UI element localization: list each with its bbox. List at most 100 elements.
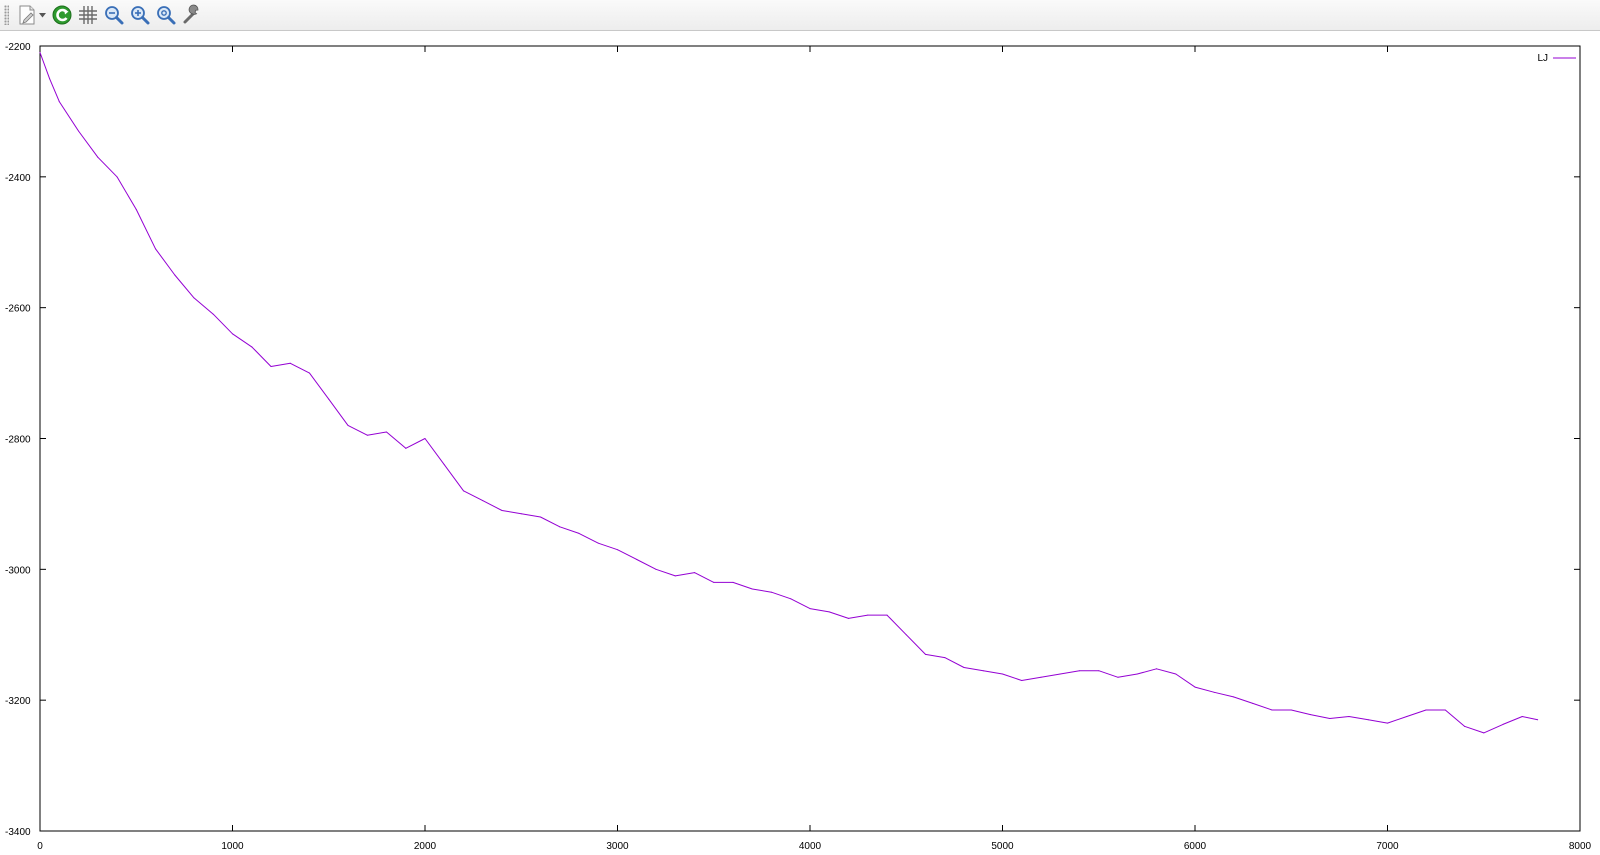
data-point <box>636 559 638 561</box>
x-tick-label: 3000 <box>606 841 629 852</box>
y-tick-label: -3400 <box>5 827 31 838</box>
data-point <box>1213 691 1215 693</box>
x-tick-label: 5000 <box>991 841 1014 852</box>
data-point <box>905 634 907 636</box>
data-point <box>1348 716 1350 718</box>
data-point <box>982 670 984 672</box>
data-point <box>1444 709 1446 711</box>
data-point <box>848 617 849 619</box>
data-point <box>463 490 464 492</box>
data-point <box>366 434 368 436</box>
series-group <box>39 52 1539 734</box>
data-point <box>482 500 484 502</box>
data-point <box>116 176 118 178</box>
data-point <box>39 52 41 54</box>
data-point <box>347 424 349 426</box>
data-point <box>1175 673 1177 675</box>
data-point <box>193 297 195 299</box>
legend-label: LJ <box>1537 53 1548 64</box>
data-point <box>289 362 291 364</box>
x-tick-label: 7000 <box>1376 841 1399 852</box>
zoom-prev-icon[interactable] <box>101 2 127 28</box>
export-icon[interactable] <box>14 2 40 28</box>
plot-area[interactable]: 0 1000 2000 3000 4000 5000 6000 7000 8000 -3400 -3… <box>0 32 1600 855</box>
data-point <box>1425 709 1427 711</box>
plot-frame <box>39 45 1581 832</box>
data-point <box>597 542 599 544</box>
data-point <box>963 666 965 668</box>
data-point <box>270 366 272 368</box>
y-tick-label: -2600 <box>5 304 31 315</box>
data-point <box>386 431 387 433</box>
data-point <box>559 526 561 528</box>
data-point <box>1117 676 1119 678</box>
data-point <box>1194 686 1196 688</box>
data-point <box>1136 673 1138 675</box>
replot-icon[interactable] <box>49 2 75 28</box>
data-point <box>1502 723 1504 725</box>
data-point <box>232 333 233 335</box>
data-point <box>1040 676 1042 678</box>
data-point <box>828 611 830 613</box>
x-tick-label: 0 <box>37 841 43 852</box>
legend: LJ <box>1537 53 1576 64</box>
data-point <box>309 372 310 374</box>
data-point <box>1233 696 1234 698</box>
data-point <box>1464 725 1465 727</box>
data-point <box>1483 732 1485 734</box>
data-point <box>1310 714 1311 716</box>
data-point <box>790 598 792 600</box>
data-point <box>1059 673 1061 675</box>
axis-ticks: 0 1000 2000 3000 4000 5000 6000 7000 8000 -3400 -3… <box>5 42 1592 852</box>
data-point <box>771 591 772 593</box>
data-point <box>1537 719 1539 721</box>
data-point <box>1098 670 1100 672</box>
x-tick-label: 6000 <box>1184 841 1207 852</box>
toolbar <box>0 0 1600 31</box>
data-point <box>1367 719 1369 721</box>
zoom-next-icon[interactable] <box>127 2 153 28</box>
data-point <box>1329 717 1331 719</box>
data-point <box>1271 709 1273 711</box>
data-point <box>49 78 51 80</box>
data-point <box>97 156 99 158</box>
data-point <box>424 438 426 439</box>
series-line <box>39 52 1538 734</box>
autoscale-icon[interactable] <box>153 2 179 28</box>
data-point <box>251 346 253 348</box>
data-point <box>1406 716 1408 718</box>
chevron-down-icon[interactable] <box>37 2 47 28</box>
data-point <box>732 581 734 583</box>
data-point <box>713 581 715 583</box>
y-tick-label: -2400 <box>5 173 31 184</box>
data-point <box>886 614 888 616</box>
data-point <box>867 614 869 616</box>
data-point <box>58 101 60 103</box>
data-point <box>1290 709 1292 711</box>
data-point <box>1521 716 1523 718</box>
data-point <box>78 130 79 132</box>
data-point <box>212 313 214 315</box>
data-point <box>751 588 753 590</box>
data-point <box>1252 702 1254 704</box>
data-point <box>1387 722 1388 724</box>
data-point <box>443 464 445 466</box>
data-point <box>1079 670 1080 672</box>
toolbar-grip <box>4 5 9 25</box>
x-tick-label: 4000 <box>799 841 822 852</box>
grid-icon[interactable] <box>75 2 101 28</box>
data-point <box>520 513 522 515</box>
data-point <box>155 248 156 250</box>
data-point <box>1021 680 1023 682</box>
data-point <box>944 657 946 659</box>
y-tick-label: -3000 <box>5 565 31 576</box>
config-icon[interactable] <box>179 2 205 28</box>
data-point <box>809 608 811 610</box>
x-tick-label: 1000 <box>221 841 244 852</box>
y-tick-label: -2800 <box>5 435 31 446</box>
data-point <box>1156 668 1157 670</box>
line-chart: 0 1000 2000 3000 4000 5000 6000 7000 8000 -3400 -3… <box>5 42 1592 852</box>
data-point <box>135 209 137 211</box>
data-point <box>655 568 657 570</box>
data-point <box>540 516 541 518</box>
